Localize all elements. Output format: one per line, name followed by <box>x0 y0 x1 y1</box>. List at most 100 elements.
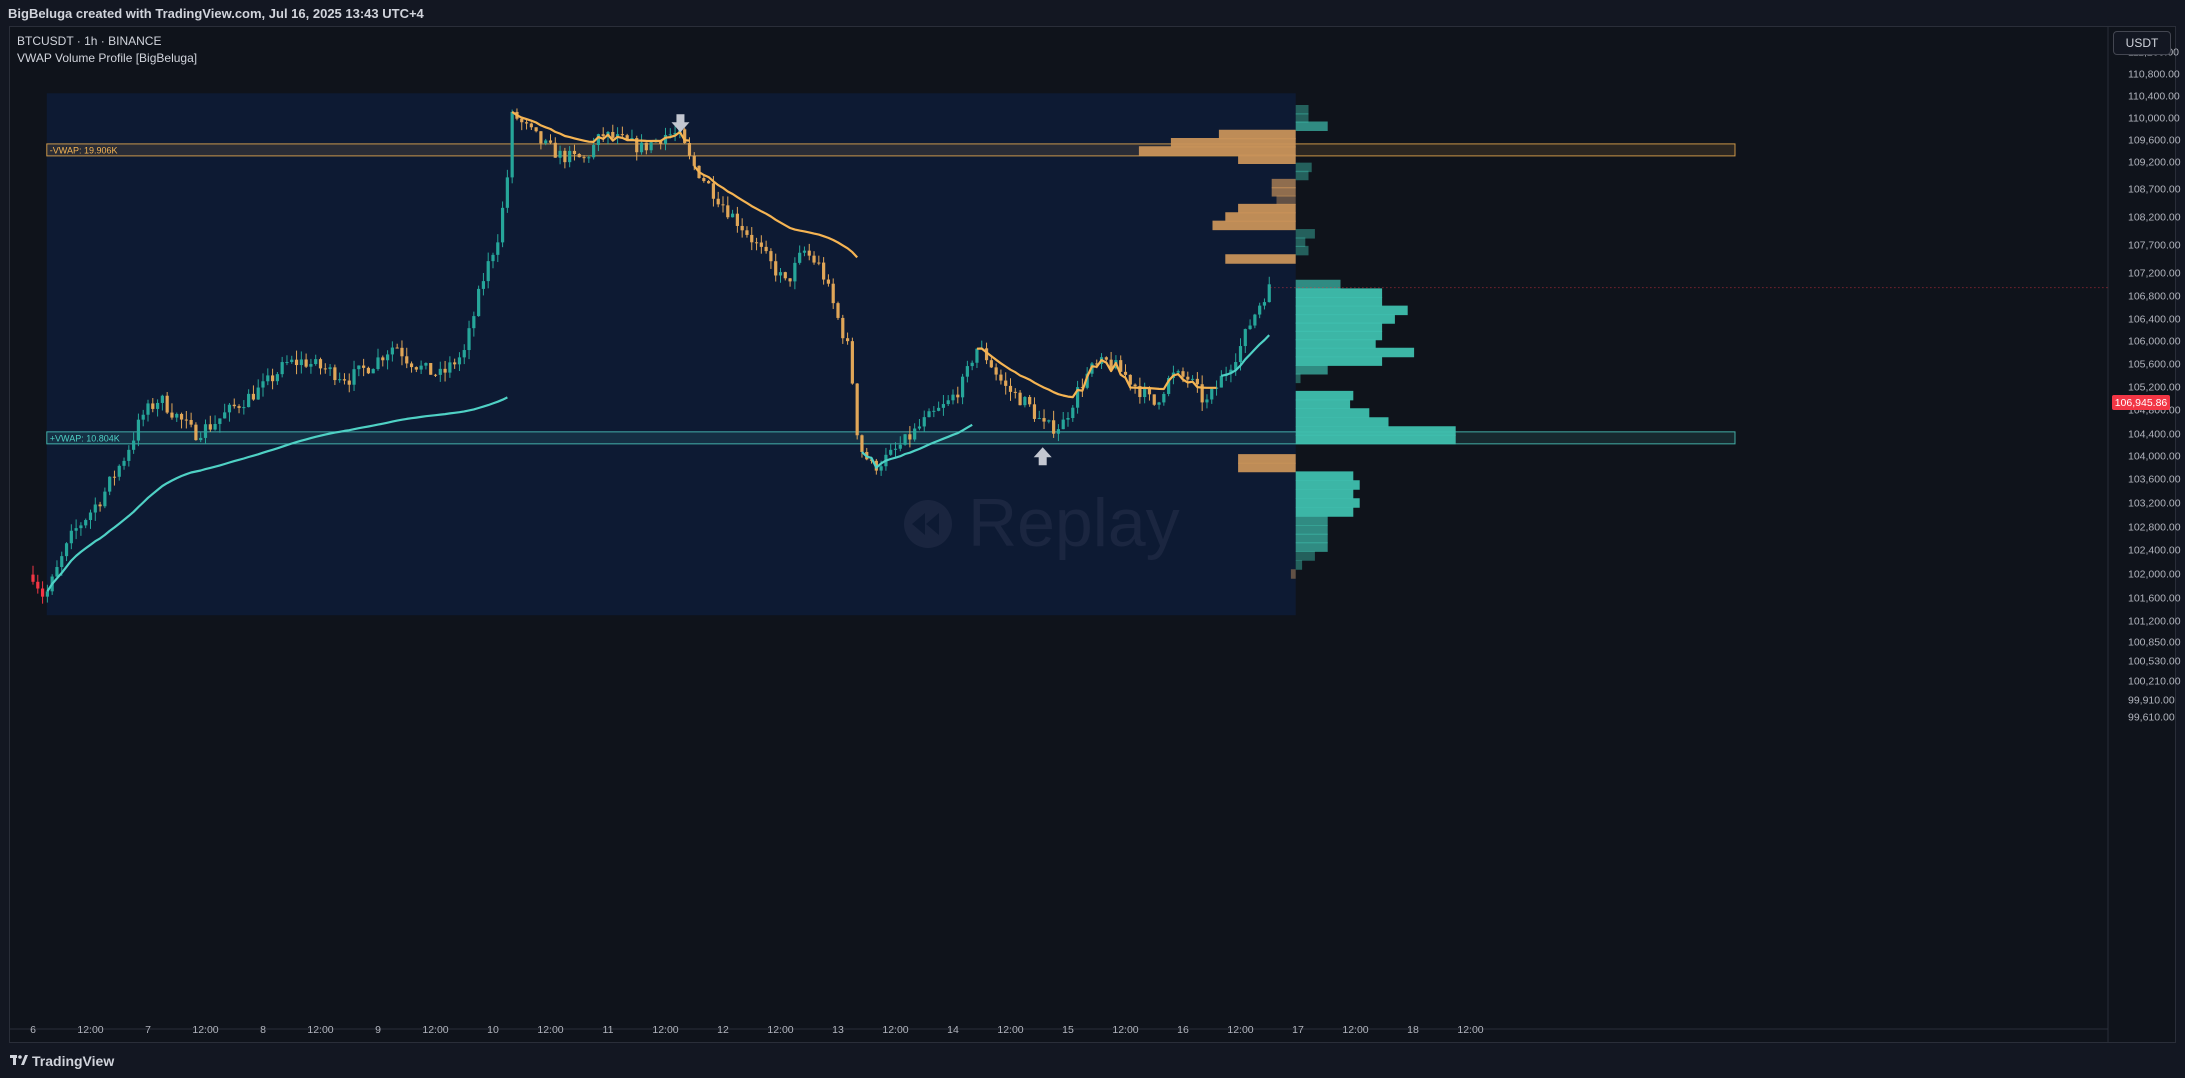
candle <box>170 403 174 420</box>
candle-body <box>457 357 462 365</box>
candle-body <box>1167 377 1171 394</box>
candle-body <box>644 142 648 151</box>
upper-vwap-band <box>46 143 1736 157</box>
candle <box>405 347 409 369</box>
symbol-line[interactable]: BTCUSDT · 1h · BINANCE <box>17 34 162 48</box>
candle <box>127 445 131 467</box>
candle <box>122 457 126 470</box>
candle <box>500 201 505 248</box>
candle <box>1186 371 1190 388</box>
candle <box>1066 412 1070 427</box>
price-tick-label: 102,800.00 <box>2128 522 2181 534</box>
candle <box>84 518 88 529</box>
time-tick-label: 12:00 <box>307 1024 333 1036</box>
candle-body <box>1195 378 1199 385</box>
candle <box>707 179 711 184</box>
candle-body <box>812 255 816 263</box>
candle <box>1004 372 1008 395</box>
chart-legend: BTCUSDT · 1h · BINANCE VWAP Volume Profi… <box>17 33 197 67</box>
profile-bar <box>1271 187 1296 197</box>
candle-body <box>141 414 145 420</box>
candle <box>385 350 390 370</box>
candle-body <box>937 407 941 411</box>
currency-button[interactable]: USDT <box>2113 31 2171 55</box>
candle <box>1205 394 1209 409</box>
candle-body <box>611 131 615 138</box>
candle <box>208 415 212 432</box>
candle <box>419 360 423 374</box>
candle <box>908 426 912 448</box>
candle <box>778 267 783 283</box>
candle <box>1119 355 1123 372</box>
candle <box>151 398 155 413</box>
candle-body <box>203 424 208 438</box>
candle-body <box>189 420 193 425</box>
candle <box>117 464 121 481</box>
candle-body <box>424 363 428 366</box>
candle <box>472 311 476 337</box>
candle <box>88 509 93 529</box>
candle <box>290 355 294 364</box>
candle-body <box>443 368 447 373</box>
candle <box>141 409 145 427</box>
candle <box>179 412 184 429</box>
candle <box>989 357 993 369</box>
indicator-line[interactable]: VWAP Volume Profile [BigBeluga] <box>17 51 198 65</box>
candle <box>477 285 481 317</box>
profile-bar <box>1295 408 1370 418</box>
time-axis: 6 12:00 7 12:00 8 12:00 9 12:00 10 12:00 11 12:00 12… <box>30 1024 1484 1036</box>
candle <box>548 134 553 145</box>
candle <box>956 386 960 404</box>
candle-body <box>520 118 524 123</box>
tradingview-logo[interactable]: TradingView <box>10 1053 114 1069</box>
candle <box>582 155 586 163</box>
vwap-segment-1 <box>511 111 690 143</box>
candle <box>529 122 533 130</box>
candle <box>1047 419 1051 424</box>
price-tick-label: 110,000.00 <box>2128 113 2180 125</box>
candle <box>970 360 974 371</box>
profile-bar <box>1295 434 1456 445</box>
candle <box>577 153 581 158</box>
candle <box>333 364 337 386</box>
candle-body <box>1181 371 1185 377</box>
candle <box>175 412 179 422</box>
candle-body <box>1032 404 1037 419</box>
price-axis: 111,200.00110,800.00110,400.00110,000.00… <box>2128 47 2181 724</box>
candle <box>1071 405 1075 422</box>
candle <box>453 358 457 369</box>
profile-bar <box>1138 146 1296 156</box>
candle-body <box>309 364 313 367</box>
candle-body <box>60 556 64 568</box>
time-tick-label: 16 <box>1177 1024 1189 1036</box>
time-tick-label: 7 <box>145 1024 151 1036</box>
candle-body <box>639 142 644 153</box>
profile-bar <box>1238 154 1296 164</box>
candle-body <box>822 262 826 280</box>
profile-bar <box>1295 542 1328 552</box>
candle-body <box>1085 373 1089 388</box>
candle-body <box>754 242 759 244</box>
candle <box>759 235 763 254</box>
candle <box>429 362 433 375</box>
candle-body <box>381 357 385 361</box>
candle <box>572 144 577 161</box>
candle <box>496 234 500 263</box>
candle-body <box>477 288 481 317</box>
price-tick-label: 106,400.00 <box>2128 314 2181 326</box>
candle <box>371 368 375 374</box>
profile-bar <box>1295 551 1315 561</box>
candle <box>1018 390 1022 406</box>
candle <box>716 191 720 208</box>
candle <box>745 226 749 238</box>
candle <box>807 243 811 261</box>
candle <box>1138 377 1142 404</box>
candle <box>1109 351 1113 372</box>
candle-body <box>1123 371 1128 375</box>
candle-body <box>280 362 284 375</box>
profile-bar <box>1295 229 1315 239</box>
candle-body <box>927 411 931 418</box>
candle-body <box>290 359 294 363</box>
vwap-segment-3 <box>861 423 973 469</box>
